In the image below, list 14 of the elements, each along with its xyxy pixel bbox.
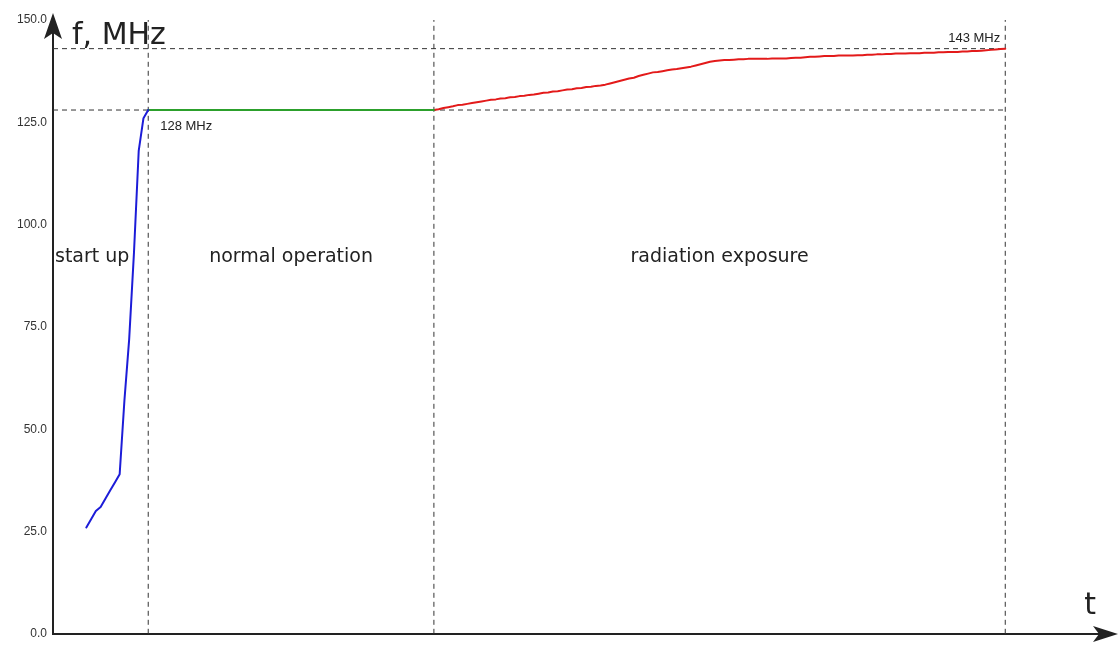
annotation: radiation exposure (630, 244, 809, 267)
y-tick-label: 125.0 (16, 114, 48, 129)
x-axis-title: t (1084, 585, 1097, 621)
annotation: normal operation (209, 244, 373, 267)
y-tick-label: 25.0 (23, 523, 48, 538)
ref-line-label: 128 MHz (160, 118, 213, 134)
y-axis-title: f, MHz (72, 16, 166, 51)
y-tick-label: 0.0 (30, 626, 48, 641)
annotation: start up (55, 244, 130, 267)
y-tick-label: 75.0 (23, 319, 48, 334)
ref-line-label: 143 MHz (948, 29, 1001, 45)
y-tick-label: 100.0 (16, 216, 48, 231)
y-tick-label: 50.0 (23, 421, 48, 436)
y-tick-label: 150.0 (16, 12, 48, 27)
